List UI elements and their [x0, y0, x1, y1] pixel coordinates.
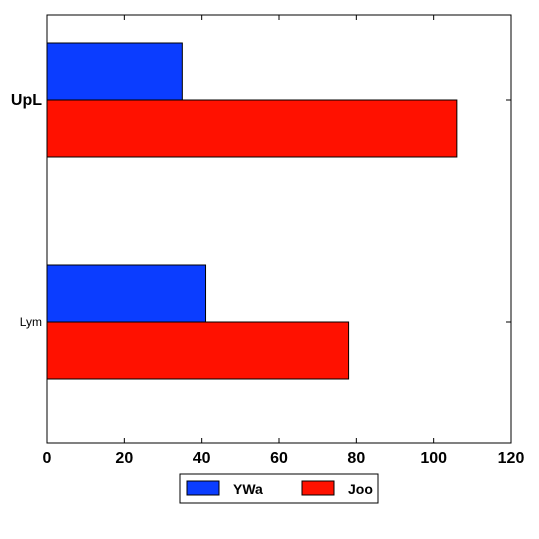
- bar-joo-lym: [46, 321, 350, 380]
- x-tick-label-0: 0: [43, 450, 52, 467]
- x-tick-label-80: 80: [347, 450, 365, 467]
- x-tick-labels: 0 20 40 60 80 100 120: [43, 450, 525, 467]
- legend: YWa Joo: [179, 473, 379, 504]
- legend-label-joo: Joo: [348, 481, 373, 497]
- legend-swatch-joo: [301, 480, 335, 496]
- x-tick-label-60: 60: [270, 450, 288, 467]
- x-tick-label-20: 20: [115, 450, 133, 467]
- y-tick-labels: Lym UpL: [11, 92, 42, 329]
- y-tick-label-upl: UpL: [11, 92, 42, 109]
- bar-ywa-upl: [46, 42, 183, 101]
- legend-swatch-ywa: [186, 480, 220, 496]
- x-tick-label-100: 100: [420, 450, 447, 467]
- ticks-group: [46, 15, 512, 443]
- x-tick-label-120: 120: [498, 450, 525, 467]
- bars-group: [46, 42, 458, 380]
- bar-joo-upl: [46, 99, 458, 158]
- x-tick-label-40: 40: [193, 450, 211, 467]
- y-tick-label-lym: Lym: [20, 315, 42, 329]
- legend-label-ywa: YWa: [233, 481, 263, 497]
- bar-ywa-lym: [46, 264, 207, 323]
